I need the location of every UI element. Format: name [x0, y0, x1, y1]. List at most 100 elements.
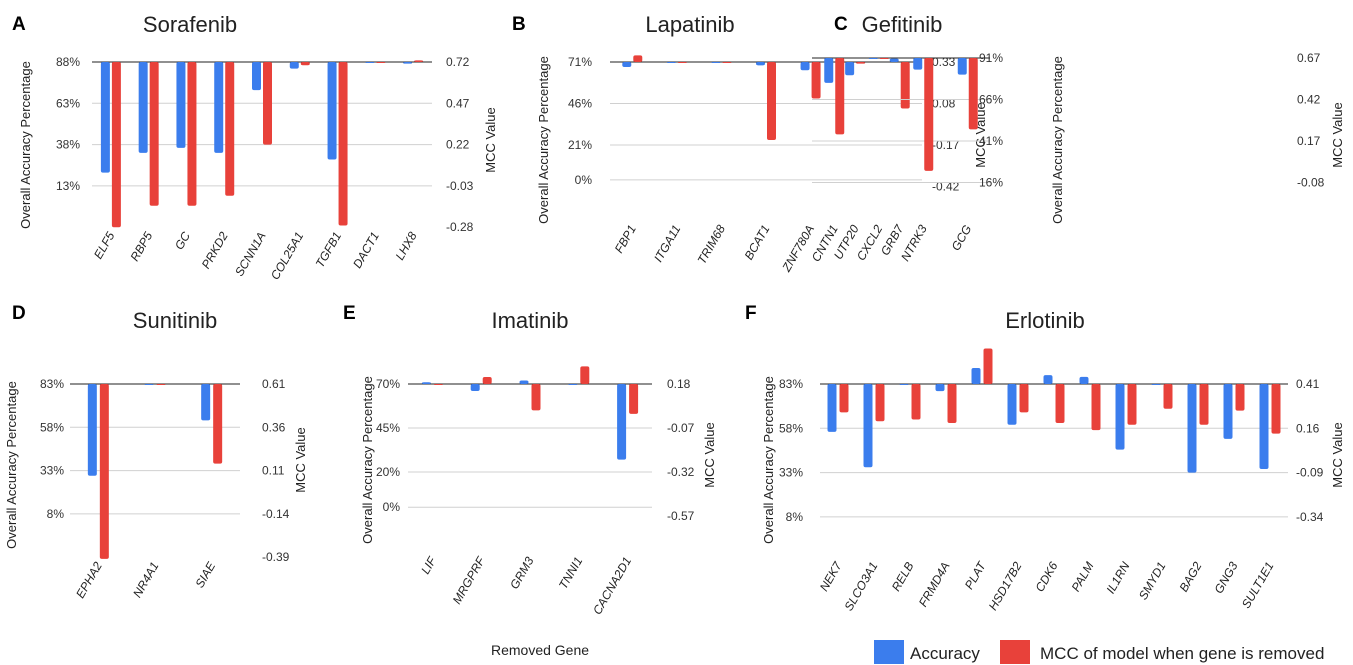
bar-mcc — [722, 62, 732, 63]
category-label: ITGA11 — [651, 223, 683, 265]
bar-accuracy — [214, 62, 224, 153]
bar-accuracy — [935, 384, 945, 392]
left-tick-label: 33% — [40, 464, 64, 478]
category-label: PLAT — [962, 558, 990, 592]
bar-mcc — [924, 58, 934, 171]
bar-accuracy — [899, 384, 909, 385]
right-tick-label: 0.41 — [1296, 377, 1320, 391]
bar-mcc — [811, 62, 821, 99]
category-label: GNG3 — [1211, 559, 1240, 596]
bar-accuracy — [1007, 384, 1017, 425]
bar-accuracy — [138, 62, 148, 153]
bar-accuracy — [470, 384, 480, 392]
y2-axis-label: MCC Value — [702, 422, 717, 488]
panel-a: A Sorafenib 88% 63% 38% 13% 0.72 0.47 0.22 -0.03 -… — [12, 12, 498, 282]
panel-letter: F — [745, 303, 757, 324]
right-tick-label: 0.61 — [262, 377, 286, 391]
category-label: FBP1 — [612, 223, 639, 256]
bar-mcc — [187, 62, 197, 206]
category-label: CACNA2D1 — [590, 555, 634, 617]
bar-mcc — [983, 348, 993, 384]
category-label: TNNI1 — [556, 555, 585, 592]
panel-f: F Erlotinib 83% 58% 33% 8% 0.41 0.16 -0.09 -0.34 O… — [745, 303, 1345, 613]
bar-accuracy — [403, 62, 413, 64]
bar-accuracy — [622, 62, 632, 67]
bar-mcc — [968, 58, 978, 130]
bar-accuracy — [800, 62, 810, 71]
right-tick-label: 0.67 — [1297, 51, 1321, 65]
bar-mcc — [300, 62, 310, 66]
left-tick-label: 20% — [376, 465, 400, 479]
bar-mcc — [225, 62, 235, 196]
bar-accuracy — [144, 384, 154, 385]
panel-c: C Gefitinib 91% 66% 41% 16% 0.67 0.42 0.17 -0.08 O… — [809, 12, 1345, 264]
bar-mcc — [263, 62, 272, 145]
bar-mcc — [99, 384, 109, 559]
category-label: LHX8 — [393, 229, 420, 262]
panel-title: Lapatinib — [645, 12, 734, 37]
y2-axis-label: MCC Value — [1330, 102, 1345, 168]
y-axis-label: Overall Accuracy Percentage — [536, 56, 551, 224]
right-tick-label: 0.22 — [446, 138, 470, 152]
y2-axis-label: MCC Value — [483, 107, 498, 173]
y-axis-label: Overall Accuracy Percentage — [761, 376, 776, 544]
bar-mcc — [677, 62, 687, 63]
bar-accuracy — [327, 62, 337, 160]
bar-mcc — [531, 384, 541, 411]
legend-label-mcc: MCC of model when gene is removed — [1040, 644, 1324, 663]
bar-accuracy — [863, 384, 873, 468]
legend-label-accuracy: Accuracy — [910, 644, 980, 663]
bar-mcc — [482, 376, 492, 384]
panel-d: D Sunitinib 83% 58% 33% 8% 0.61 0.36 0.11 -0.14 -0… — [4, 303, 308, 601]
bar-accuracy — [100, 62, 110, 173]
panel-title: Sorafenib — [143, 12, 237, 37]
bar-mcc — [1163, 384, 1173, 409]
bar-mcc — [875, 384, 885, 422]
bar-accuracy — [845, 62, 855, 76]
bar-mcc — [1271, 384, 1281, 434]
bar-accuracy — [421, 382, 431, 384]
left-tick-label: 66% — [979, 93, 1003, 107]
y-axis-label: Overall Accuracy Percentage — [18, 61, 33, 229]
category-label: BCAT1 — [742, 223, 773, 263]
bar-accuracy — [666, 62, 676, 63]
bar-accuracy — [913, 58, 923, 70]
bar-accuracy — [889, 58, 899, 62]
bar-mcc — [1055, 384, 1065, 423]
right-tick-label: -0.57 — [667, 509, 695, 523]
bar-mcc — [156, 384, 166, 385]
bar-mcc — [900, 62, 910, 109]
bar-accuracy — [289, 62, 299, 69]
left-tick-label: 41% — [979, 134, 1003, 148]
y-axis-label: Overall Accuracy Percentage — [360, 376, 375, 544]
y2-axis-label: MCC Value — [1330, 422, 1345, 488]
category-label: NEK7 — [817, 558, 845, 593]
bar-mcc — [1235, 384, 1245, 411]
left-tick-label: 8% — [786, 510, 804, 524]
bar-mcc — [835, 58, 845, 135]
right-tick-label: 0.36 — [262, 420, 286, 434]
bar-mcc — [856, 62, 866, 64]
right-tick-label: -0.32 — [667, 465, 695, 479]
left-tick-label: 58% — [779, 421, 803, 435]
category-label: IL1RN — [1103, 559, 1132, 596]
left-tick-label: 70% — [376, 377, 400, 391]
right-tick-label: -0.14 — [262, 507, 290, 521]
bar-mcc — [911, 384, 921, 420]
bar-mcc — [376, 62, 386, 63]
right-tick-label: 0.18 — [667, 377, 691, 391]
legend-swatch-mcc — [1000, 640, 1030, 664]
bar-accuracy — [1259, 384, 1269, 470]
category-label: COL25A1 — [268, 230, 306, 283]
bar-mcc — [1127, 384, 1137, 425]
bar-accuracy — [568, 384, 578, 385]
left-tick-label: 38% — [56, 138, 80, 152]
bar-accuracy — [1079, 376, 1089, 384]
bar-accuracy — [957, 58, 967, 75]
left-tick-label: 91% — [979, 51, 1003, 65]
panel-letter: D — [12, 303, 26, 324]
panel-letter: B — [512, 14, 526, 35]
bar-mcc — [879, 58, 889, 59]
category-label: SULT1E1 — [1239, 560, 1277, 611]
bar-accuracy — [201, 384, 211, 421]
